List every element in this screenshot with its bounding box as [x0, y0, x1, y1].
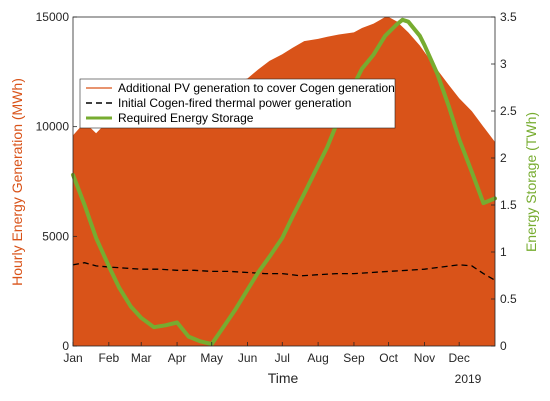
x-tick-label: Jun	[238, 351, 257, 365]
x-tick-label: May	[200, 351, 223, 365]
y-right-tick-label: 2	[500, 151, 507, 165]
legend-label-storage: Required Energy Storage	[118, 111, 254, 125]
plot-area	[71, 16, 497, 347]
y-right-tick-label: 3	[500, 57, 507, 71]
storage-line	[71, 17, 497, 347]
y-left-tick-label: 10000	[36, 120, 70, 134]
legend-label-cogen: Initial Cogen-fired thermal power genera…	[118, 96, 351, 110]
x-tick-label: Mar	[131, 351, 152, 365]
y-left-tick-label: 5000	[42, 229, 69, 243]
x-tick-label: Oct	[379, 351, 398, 365]
y-axis-right: 0 0.5 1 1.5 2 2.5 3 3.5	[491, 10, 517, 353]
x-tick-label: Nov	[414, 351, 435, 365]
y-right-tick-label: 0.5	[500, 292, 517, 306]
y-right-tick-label: 3.5	[500, 10, 517, 24]
y-right-tick-label: 1	[500, 245, 507, 259]
y-right-tick-label: 1.5	[500, 198, 517, 212]
x-tick-label: Feb	[98, 351, 119, 365]
legend-box	[79, 78, 396, 129]
legend: Additional PV generation to cover Cogen …	[79, 78, 396, 129]
x-tick-label: Aug	[307, 351, 328, 365]
y-left-tick-label: 0	[62, 339, 69, 353]
y-axis-left-title: Hourly Energy Generation (MWh)	[9, 78, 25, 286]
year-label: 2019	[455, 372, 482, 386]
x-axis-title: Time	[268, 370, 299, 386]
x-tick-label: Sep	[343, 351, 365, 365]
x-axis: Jan Feb Mar Apr May Jun Jul Aug Sep Oct Nov Dec	[63, 342, 470, 365]
x-tick-label: Apr	[168, 351, 187, 365]
x-tick-label: Jan	[63, 351, 82, 365]
x-tick-label: Jul	[275, 351, 290, 365]
y-right-tick-label: 0	[500, 339, 507, 353]
y-left-tick-label: 15000	[36, 10, 70, 24]
cogen-generation-line	[72, 262, 496, 281]
y-axis-right-title: Energy Storage (TWh)	[523, 112, 539, 252]
legend-label-pv: Additional PV generation to cover Cogen …	[118, 81, 395, 95]
y-axis-left: 0 5000 10000 15000	[36, 10, 77, 353]
x-tick-label: Dec	[448, 351, 469, 365]
plot-frame	[72, 16, 496, 347]
y-right-tick-label: 2.5	[500, 104, 517, 118]
